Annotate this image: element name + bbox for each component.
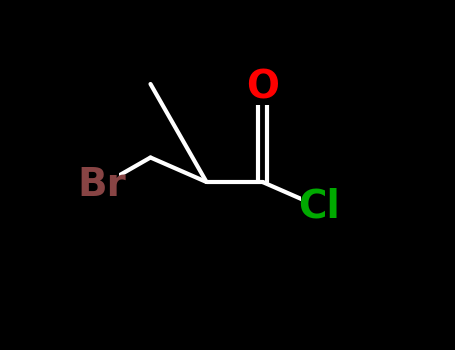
- Text: Br: Br: [77, 167, 126, 204]
- FancyBboxPatch shape: [301, 189, 336, 224]
- Text: Cl: Cl: [298, 188, 339, 225]
- FancyBboxPatch shape: [253, 70, 272, 105]
- FancyBboxPatch shape: [84, 168, 119, 203]
- Text: O: O: [246, 69, 279, 106]
